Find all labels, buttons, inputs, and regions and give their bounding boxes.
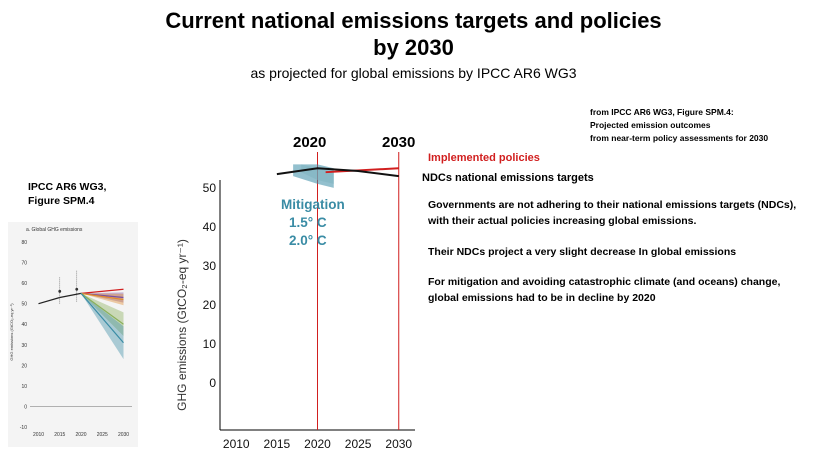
source-note-line1: from IPCC AR6 WG3, Figure SPM.4: xyxy=(590,107,734,117)
ndc-label: NDCs national emissions targets xyxy=(422,172,594,184)
small-x-tick-label: 2020 xyxy=(75,432,86,438)
x-tick-label: 2010 xyxy=(223,437,250,451)
small-figure-label: IPCC AR6 WG3, Figure SPM.4 xyxy=(28,180,106,208)
series-line xyxy=(276,167,399,178)
small-series-line xyxy=(80,292,124,301)
page-subtitle: as projected for global emissions by IPC… xyxy=(250,65,577,81)
small-y-tick-label: 70 xyxy=(21,261,27,267)
small-y-tick-label: -10 xyxy=(20,425,27,431)
page-title-line2: by 2030 xyxy=(373,35,454,60)
small-chart-title: a. Global GHG emissions xyxy=(26,227,83,233)
y-tick-label: 40 xyxy=(203,220,217,234)
paragraph-3: For mitigation and avoiding catastrophic… xyxy=(428,276,781,304)
source-note: from IPCC AR6 WG3, Figure SPM.4: Project… xyxy=(590,106,768,145)
small-y-tick-label: 20 xyxy=(21,363,27,369)
small-series-line xyxy=(80,288,124,294)
small-point xyxy=(58,289,62,293)
small-y-tick-label: 60 xyxy=(21,281,27,287)
source-note-line3: from near-term policy assessments for 20… xyxy=(590,133,769,143)
paragraph-1: Governments are not adhering to their na… xyxy=(428,199,797,227)
small-y-tick-label: 40 xyxy=(21,322,27,328)
small-y-tick-label: 30 xyxy=(21,343,27,349)
small-x-tick-label: 2030 xyxy=(118,432,129,438)
x-tick-label: 2020 xyxy=(304,437,331,451)
mitigation-title: Mitigation xyxy=(281,197,345,212)
small-chart-ylabel: GHG emissions (GtCO₂-eq yr⁻¹) xyxy=(9,303,14,361)
implemented-policies-label: Implemented policies xyxy=(428,152,540,164)
x-tick-label: 2015 xyxy=(264,437,291,451)
small-y-tick-label: 50 xyxy=(21,302,27,308)
mitigation-20: 2.0° C xyxy=(289,233,327,248)
small-series-line xyxy=(80,292,124,325)
main-ylabel: GHG emissions (GtCO₂-eq yr⁻¹) xyxy=(175,239,189,411)
mitigation-labels: Mitigation 1.5° C 2.0° C xyxy=(281,196,345,250)
y-tick-label: 0 xyxy=(209,376,216,390)
x-tick-label: 2030 xyxy=(385,437,412,451)
x-tick-label: 2025 xyxy=(345,437,372,451)
small-figure-label-line1: IPCC AR6 WG3, xyxy=(28,181,107,193)
y-tick-label: 30 xyxy=(203,259,217,273)
page-title: Current national emissions targets and p… xyxy=(165,8,662,33)
small-x-tick-label: 2015 xyxy=(54,432,65,438)
main-chart: GHG emissions (GtCO₂-eq yr⁻¹) 2010 2015 20… xyxy=(175,152,415,451)
small-x-tick-label: 2025 xyxy=(97,432,108,438)
small-y-tick-label: 80 xyxy=(21,240,27,246)
small-x-tick-label: 2010 xyxy=(33,432,44,438)
small-series-line xyxy=(80,292,124,344)
y-tick-label: 10 xyxy=(203,337,217,351)
mitigation-15: 1.5° C xyxy=(289,215,327,230)
y-tick-label: 50 xyxy=(203,181,217,195)
small-figure-label-line2: Figure SPM.4 xyxy=(28,195,95,207)
source-note-line2: Projected emission outcomes xyxy=(590,120,711,130)
series-line xyxy=(325,167,399,174)
small-chart: a. Global GHG emissions GHG emissions (G… xyxy=(8,222,138,447)
small-y-tick-label: 0 xyxy=(24,404,27,410)
year-2020-label: 2020 xyxy=(293,134,327,151)
small-y-tick-label: 10 xyxy=(21,384,27,390)
small-point xyxy=(75,287,79,291)
paragraph-2: Their NDCs project a very slight decreas… xyxy=(428,246,737,258)
y-tick-label: 20 xyxy=(203,298,217,312)
year-2030-label: 2030 xyxy=(382,134,416,151)
